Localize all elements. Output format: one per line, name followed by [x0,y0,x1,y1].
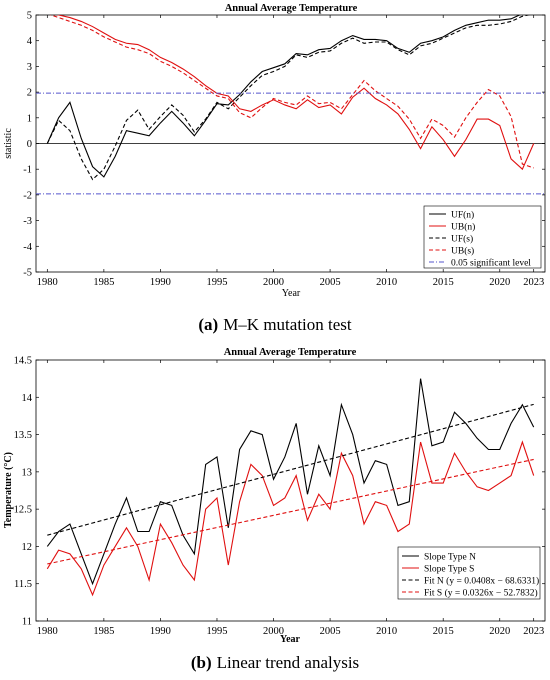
b-xtick-label: 1995 [206,626,227,637]
panel-a-caption-text: M–K mutation test [223,315,352,334]
a-xtick-label: 1980 [37,277,58,288]
b-series-0-line [46,378,535,586]
panel-b-y-axis-label: Temperature (°C) [3,452,14,528]
panel-a-x-ticks: 1980 1985 1990 1995 2000 2005 2010 2015 2020 2023 [37,15,544,288]
b-xtick-label: 1990 [150,626,171,637]
a-legend-label-1: UB(n) [451,221,475,232]
b-legend-label-2: Fit N (y = 0.0408x − 68.6331) [424,575,539,586]
a-ytick-label: 5 [27,11,32,22]
panel-b-legend-box [397,546,541,600]
b-xtick-label: 2020 [489,626,510,637]
b-ytick-label: 14 [22,393,33,404]
a-series-1-line [56,15,535,171]
panel-a-series [36,15,545,195]
b-xtick-label: 2000 [263,626,284,637]
a-legend-label-2: UF(s) [451,233,473,244]
a-xtick-label: 1990 [150,277,171,288]
a-ytick-label: 3 [27,62,32,73]
b-xtick-label: 2023 [523,626,544,637]
panel-a-x-axis-label: Year [282,288,301,299]
panel-a-caption: (a) M–K mutation test [198,315,352,334]
a-xtick-label: 2005 [320,277,341,288]
a-ytick-label: 4 [27,36,33,47]
panel-b-caption-letter: (b) [191,653,212,672]
a-series-3-line [49,15,534,169]
panel-a-legend: UF(n)UB(n)UF(s)UB(s)0.05 significant lev… [423,205,542,269]
b-ytick-label: 12 [22,542,33,553]
a-xtick-label: 2015 [433,277,454,288]
a-series-2-line [46,15,531,181]
a-legend-label-0: UF(n) [451,209,474,220]
a-xtick-label: 2000 [263,277,284,288]
a-xtick-label: 2010 [376,277,397,288]
b-legend-label-0: Slope Type N [424,552,476,562]
panel-b-title: Annual Average Temperature [224,347,357,358]
b-plot-area [46,378,535,597]
b-xtick-label: 2005 [320,626,341,637]
a-xtick-label: 2020 [489,277,510,288]
a-ytick-label: -5 [23,268,32,279]
b-legend-label-3: Fit S (y = 0.0326x − 52.7832) [424,587,538,598]
b-ytick-label: 12.5 [14,505,32,516]
b-ytick-label: 11.5 [14,579,32,590]
b-xtick-label: 1985 [93,626,114,637]
a-legend-label-3: UB(s) [451,245,474,256]
panel-b-x-axis-label: Year [280,634,301,645]
panel-b-linear-trend: Annual Average Temperature 1111.51212.51… [3,347,546,645]
panel-b-y-ticks: 11 11.5 12 12.5 13 13.5 14 14.5 [14,356,545,628]
panel-a-legend-box [423,205,542,269]
a-xtick-label: 1985 [93,277,114,288]
panel-b-x-ticks: 1980 1985 1990 1995 2000 2005 2010 2015 2020 2023 [37,360,544,637]
a-ytick-label: -2 [23,190,32,201]
a-ytick-label: 0 [27,139,32,150]
panel-a-legend-items: UF(n)UB(n)UF(s)UB(s)0.05 significant lev… [429,209,531,268]
a-plot-area [36,15,545,195]
b-xtick-label: 2015 [433,626,454,637]
a-series-0-line [46,15,521,178]
a-ytick-label: 2 [27,88,32,99]
a-ytick-label: -1 [23,165,32,176]
b-fit-line-3 [47,458,534,565]
panel-b-plot-frame [35,359,546,622]
a-ytick-label: 1 [27,113,32,124]
b-ytick-label: 14.5 [14,356,32,367]
a-legend-label-4: 0.05 significant level [451,257,531,268]
b-series-1-line [46,440,535,597]
panel-a-caption-letter: (a) [198,315,218,334]
a-ytick-label: -3 [23,216,32,227]
b-xtick-label: 2010 [376,626,397,637]
panel-b-caption: (b) Linear trend analysis [191,653,359,672]
a-xtick-label: 2023 [523,277,544,288]
panel-a-y-ticks: -5 -4 -3 -2 -1 0 1 2 3 4 5 [23,11,545,279]
a-xtick-label: 1995 [206,277,227,288]
b-xtick-label: 1980 [37,626,58,637]
panel-a-mk-test: Annual Average Temperature -5 -4 -3 -2 -1 0 1 2… [3,3,546,299]
panel-b-series [46,378,535,597]
panel-a-y-axis-label: statistic [3,128,14,159]
b-ytick-label: 11 [22,617,32,628]
b-fit-line-2 [47,403,534,536]
a-ytick-label: -4 [23,242,32,253]
b-ytick-label: 13 [22,467,33,478]
b-legend-label-1: Slope Type S [424,564,474,574]
panel-a-title: Annual Average Temperature [225,3,358,14]
panel-b-caption-text: Linear trend analysis [217,653,360,672]
b-ytick-label: 13.5 [14,430,32,441]
